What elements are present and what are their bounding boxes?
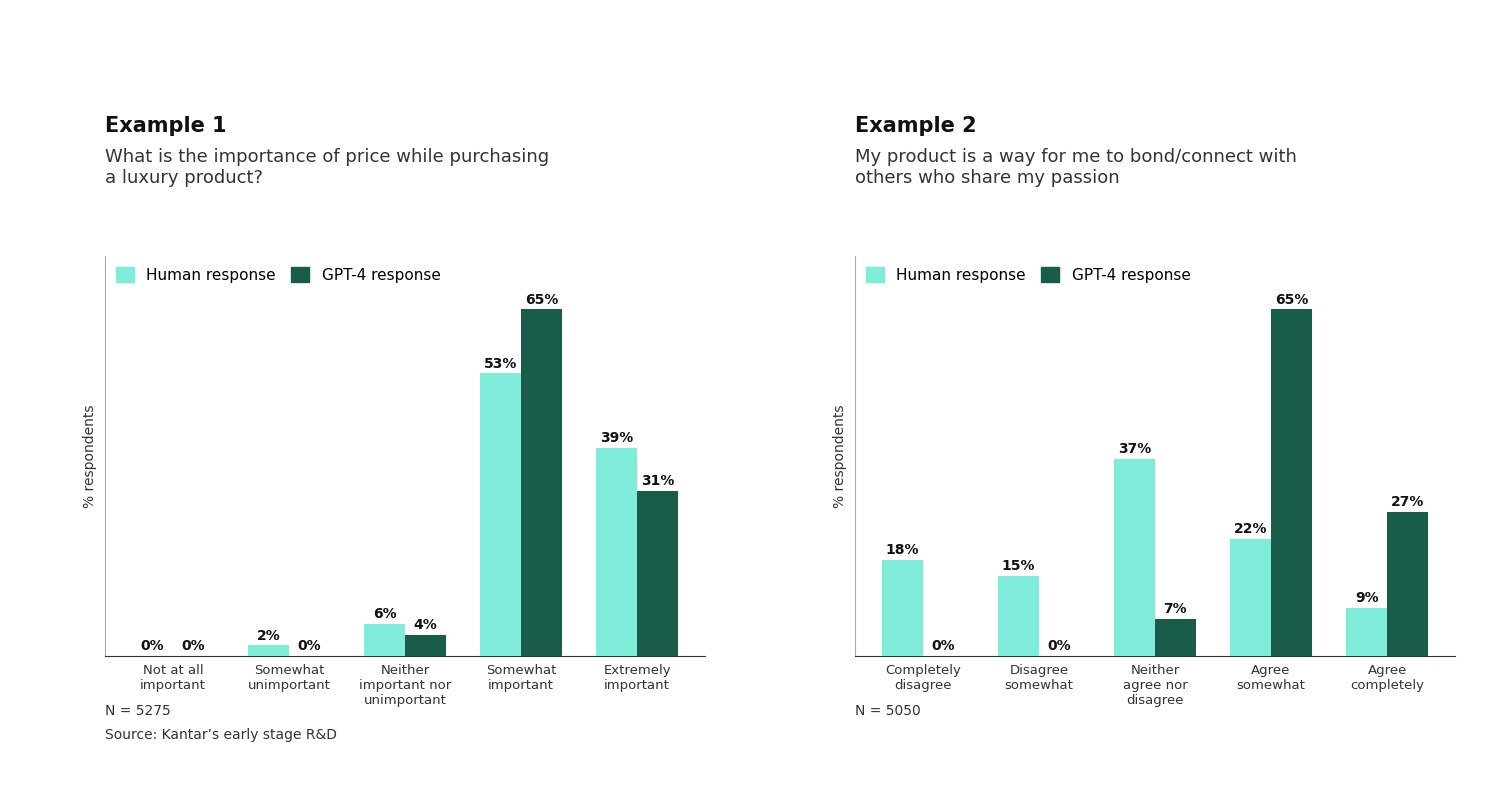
Bar xyxy=(882,560,922,656)
Text: 15%: 15% xyxy=(1002,559,1035,574)
Text: 0%: 0% xyxy=(1047,639,1071,654)
Bar xyxy=(597,448,638,656)
Bar xyxy=(1388,512,1428,656)
Text: 0%: 0% xyxy=(182,639,206,654)
Bar xyxy=(249,646,290,656)
Text: 2%: 2% xyxy=(256,629,280,642)
Y-axis label: % respondents: % respondents xyxy=(833,404,846,508)
Text: 65%: 65% xyxy=(1275,293,1308,306)
Text: Example 2: Example 2 xyxy=(855,116,976,136)
Text: 65%: 65% xyxy=(525,293,558,306)
Text: 31%: 31% xyxy=(640,474,674,488)
Text: My product is a way for me to bond/connect with
others who share my passion: My product is a way for me to bond/conne… xyxy=(855,148,1298,186)
Bar xyxy=(1347,608,1388,656)
Text: 18%: 18% xyxy=(886,543,920,558)
Text: 0%: 0% xyxy=(141,639,165,654)
Bar xyxy=(1155,618,1196,656)
Text: 4%: 4% xyxy=(414,618,436,632)
Text: N = 5050: N = 5050 xyxy=(855,704,921,718)
Y-axis label: % respondents: % respondents xyxy=(82,404,96,508)
Bar xyxy=(364,624,405,656)
Text: 0%: 0% xyxy=(297,639,321,654)
Bar xyxy=(405,634,445,656)
Text: 39%: 39% xyxy=(600,431,633,446)
Text: 27%: 27% xyxy=(1390,495,1423,510)
Text: 9%: 9% xyxy=(1354,591,1378,606)
Bar xyxy=(1230,538,1270,656)
Bar xyxy=(638,490,678,656)
Legend: Human response, GPT-4 response: Human response, GPT-4 response xyxy=(110,261,447,289)
Text: N = 5275: N = 5275 xyxy=(105,704,171,718)
Legend: Human response, GPT-4 response: Human response, GPT-4 response xyxy=(859,261,1197,289)
Bar xyxy=(520,310,561,656)
Bar xyxy=(999,576,1039,656)
Text: 37%: 37% xyxy=(1118,442,1152,456)
Text: 53%: 53% xyxy=(484,357,518,370)
Text: 22%: 22% xyxy=(1234,522,1268,536)
Bar xyxy=(480,374,520,656)
Text: 6%: 6% xyxy=(374,607,396,622)
Text: Source: Kantar’s early stage R&D: Source: Kantar’s early stage R&D xyxy=(105,728,338,742)
Bar xyxy=(1114,458,1155,656)
Text: Example 1: Example 1 xyxy=(105,116,226,136)
Text: What is the importance of price while purchasing
a luxury product?: What is the importance of price while pu… xyxy=(105,148,549,186)
Bar xyxy=(1270,310,1311,656)
Text: 0%: 0% xyxy=(932,639,956,654)
Text: 7%: 7% xyxy=(1164,602,1186,616)
